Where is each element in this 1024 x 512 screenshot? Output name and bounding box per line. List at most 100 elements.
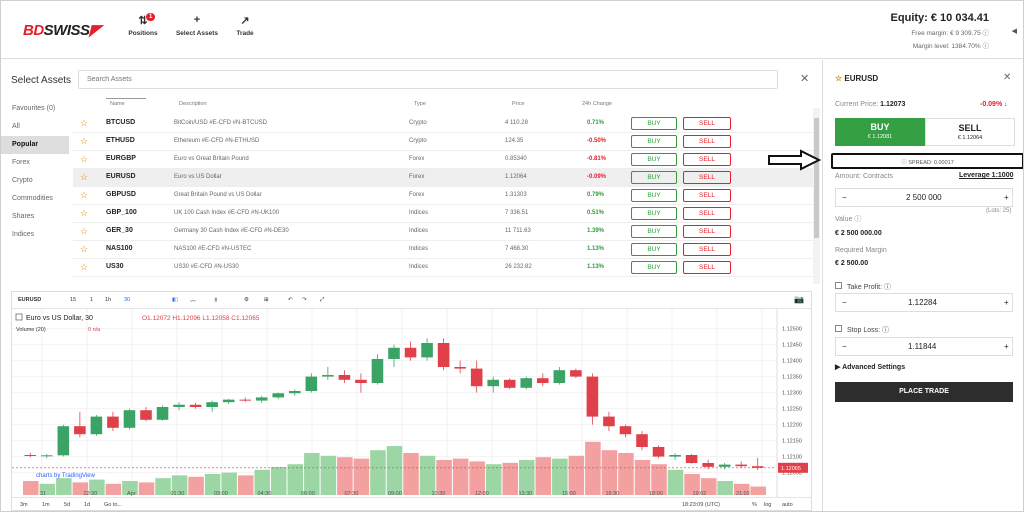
interval-1[interactable]: 1 [90,297,94,303]
sell-button[interactable]: SELL [683,207,731,220]
buy-button[interactable]: BUY [631,117,677,130]
buy-button[interactable]: BUY [631,225,677,238]
buy-button[interactable]: BUY € 1.12081 [835,118,925,146]
chart-symbol[interactable]: EURUSD [18,297,42,303]
sell-button[interactable]: SELL [683,243,731,256]
amount-stepper[interactable]: − 2 500 000 + [835,188,1013,207]
favourite-star-icon[interactable]: ☆ [80,154,89,164]
search-assets-input[interactable] [78,70,778,89]
sell-button[interactable]: SELL [683,171,731,184]
compare-icon[interactable]: ⊞ [264,297,269,303]
asset-row[interactable]: ☆ GBP_100 UK 100 Cash Index #E-CFD #N-UK… [73,205,818,223]
asset-row[interactable]: ☆ NAS100 NAS100 #E-CFD #N-USTEC Indices … [73,241,818,259]
buy-button[interactable]: BUY [631,243,677,256]
redo-icon[interactable]: ↷ [302,297,307,303]
range-button-4[interactable]: Go to... [104,502,123,508]
buy-button[interactable]: BUY [631,171,677,184]
nav-select-assets[interactable]: + Select Assets [167,14,227,37]
bdswiss-logo[interactable]: BDSWISS◤ [23,21,101,39]
buy-button[interactable]: BUY [631,261,677,274]
plus-icon[interactable]: + [1004,298,1009,307]
favourite-star-icon[interactable]: ☆ [80,208,89,218]
category-favourites[interactable]: Favourites (0) [12,105,56,112]
indicators-icon[interactable]: ⫫ [214,297,218,303]
col-description[interactable]: Description [179,101,207,107]
sell-button[interactable]: SELL [683,153,731,166]
take-profit-checkbox[interactable] [835,282,842,289]
category-commodities[interactable]: Commodities [12,195,53,202]
settings-gear-icon[interactable]: ⚙ [244,297,249,303]
asset-row[interactable]: ☆ EURUSD Euro vs US Dollar Forex 1.12064… [73,169,818,187]
sell-button[interactable]: SELL € 1.12064 [925,118,1015,146]
chart-canvas[interactable]: 1.12500 1.12450 1.12400 1.12350 1.12300 1.122… [12,309,811,497]
nav-positions[interactable]: ⇅ 1 Positions [113,13,173,37]
interval-15[interactable]: 15 [70,297,77,303]
camera-icon[interactable]: 📷 [794,295,804,304]
buy-button[interactable]: BUY [631,189,677,202]
amount-value[interactable]: 2 500 000 [906,193,942,202]
range-button-2[interactable]: 5d [64,502,71,508]
buy-button[interactable]: BUY [631,135,677,148]
category-crypto[interactable]: Crypto [12,177,33,184]
col-type[interactable]: Type [414,101,426,107]
asset-row[interactable]: ☆ GER_30 Germany 30 Cash Index #E-CFD #N… [73,223,818,241]
favourite-star-icon[interactable]: ☆ [80,136,89,146]
plus-icon[interactable]: + [1004,342,1009,351]
minus-icon[interactable]: − [842,298,847,307]
sell-button[interactable]: SELL [683,135,731,148]
favourite-star-icon[interactable]: ☆ [80,244,89,254]
leverage-link[interactable]: Leverage 1:1000 [959,172,1014,179]
take-profit-stepper[interactable]: − 1.12284 + [835,293,1013,312]
buy-button[interactable]: BUY [631,153,677,166]
take-profit-value[interactable]: 1.12284 [908,298,937,307]
assets-scrollbar[interactable] [813,108,820,284]
minus-icon[interactable]: − [842,193,847,202]
category-all[interactable]: All [12,123,20,130]
category-indices[interactable]: Indices [12,231,35,238]
col-name[interactable]: Name [110,101,125,107]
category-popular[interactable]: Popular [1,136,69,154]
asset-row[interactable]: ☆ EURGBP Euro vs Great Britain Pound For… [73,151,818,169]
place-trade-button[interactable]: PLACE TRADE [835,382,1013,402]
interval-30[interactable]: 30 [124,297,131,303]
collapse-arrow-icon[interactable]: ◀ [1011,28,1017,35]
stop-loss-stepper[interactable]: − 1.11844 + [835,337,1013,356]
favourite-star-icon[interactable]: ☆ [80,226,89,236]
sell-button[interactable]: SELL [683,225,731,238]
percent-toggle[interactable]: % [752,502,757,508]
stop-loss-checkbox[interactable] [835,325,842,332]
nav-trade[interactable]: ↗ Trade [215,14,275,37]
fullscreen-icon[interactable]: ⤢ [320,297,325,303]
auto-toggle[interactable]: auto [782,502,793,508]
range-button-3[interactable]: 1d [84,502,91,508]
category-forex[interactable]: Forex [12,159,30,166]
asset-row[interactable]: ☆ BTCUSD BitCoin/USD #E-CFD #N-BTCUSD Cr… [73,115,818,133]
sell-button[interactable]: SELL [683,261,731,274]
asset-row[interactable]: ☆ US30 US30 #E-CFD #N-US30 Indices 26 23… [73,259,818,277]
sell-button[interactable]: SELL [683,189,731,202]
advanced-settings-toggle[interactable]: ▶ Advanced Settings [835,364,906,371]
col-price[interactable]: Price [512,101,525,107]
legend-toggle-icon[interactable] [15,313,23,321]
range-button-0[interactable]: 3m [20,502,28,508]
scrollbar-thumb[interactable] [814,118,819,238]
favourite-star-icon[interactable]: ☆ [80,262,89,272]
asset-row[interactable]: ☆ ETHUSD Ethereum #E-CFD #N-ETHUSD Crypt… [73,133,818,151]
stop-loss-value[interactable]: 1.11844 [908,342,937,351]
minus-icon[interactable]: − [842,342,847,351]
range-button-1[interactable]: 1m [42,502,50,508]
close-icon[interactable]: ✕ [800,73,810,85]
favourite-star-icon[interactable]: ☆ [80,172,89,182]
candle-type-icon[interactable]: ▮▯ [172,297,179,303]
plus-icon[interactable]: + [1004,193,1009,202]
category-shares[interactable]: Shares [12,213,35,220]
col-change[interactable]: 24h Change [582,101,612,107]
undo-icon[interactable]: ↶ [288,297,293,303]
close-icon[interactable]: ✕ [1003,72,1012,83]
asset-row[interactable]: ☆ GBPUSD Great Britain Pound vs US Dolla… [73,187,818,205]
sell-button[interactable]: SELL [683,117,731,130]
favourite-star-icon[interactable]: ☆ [80,118,89,128]
buy-button[interactable]: BUY [631,207,677,220]
favourite-star-icon[interactable]: ☆ [80,190,89,200]
line-chart-icon[interactable]: 〰 [190,299,196,305]
